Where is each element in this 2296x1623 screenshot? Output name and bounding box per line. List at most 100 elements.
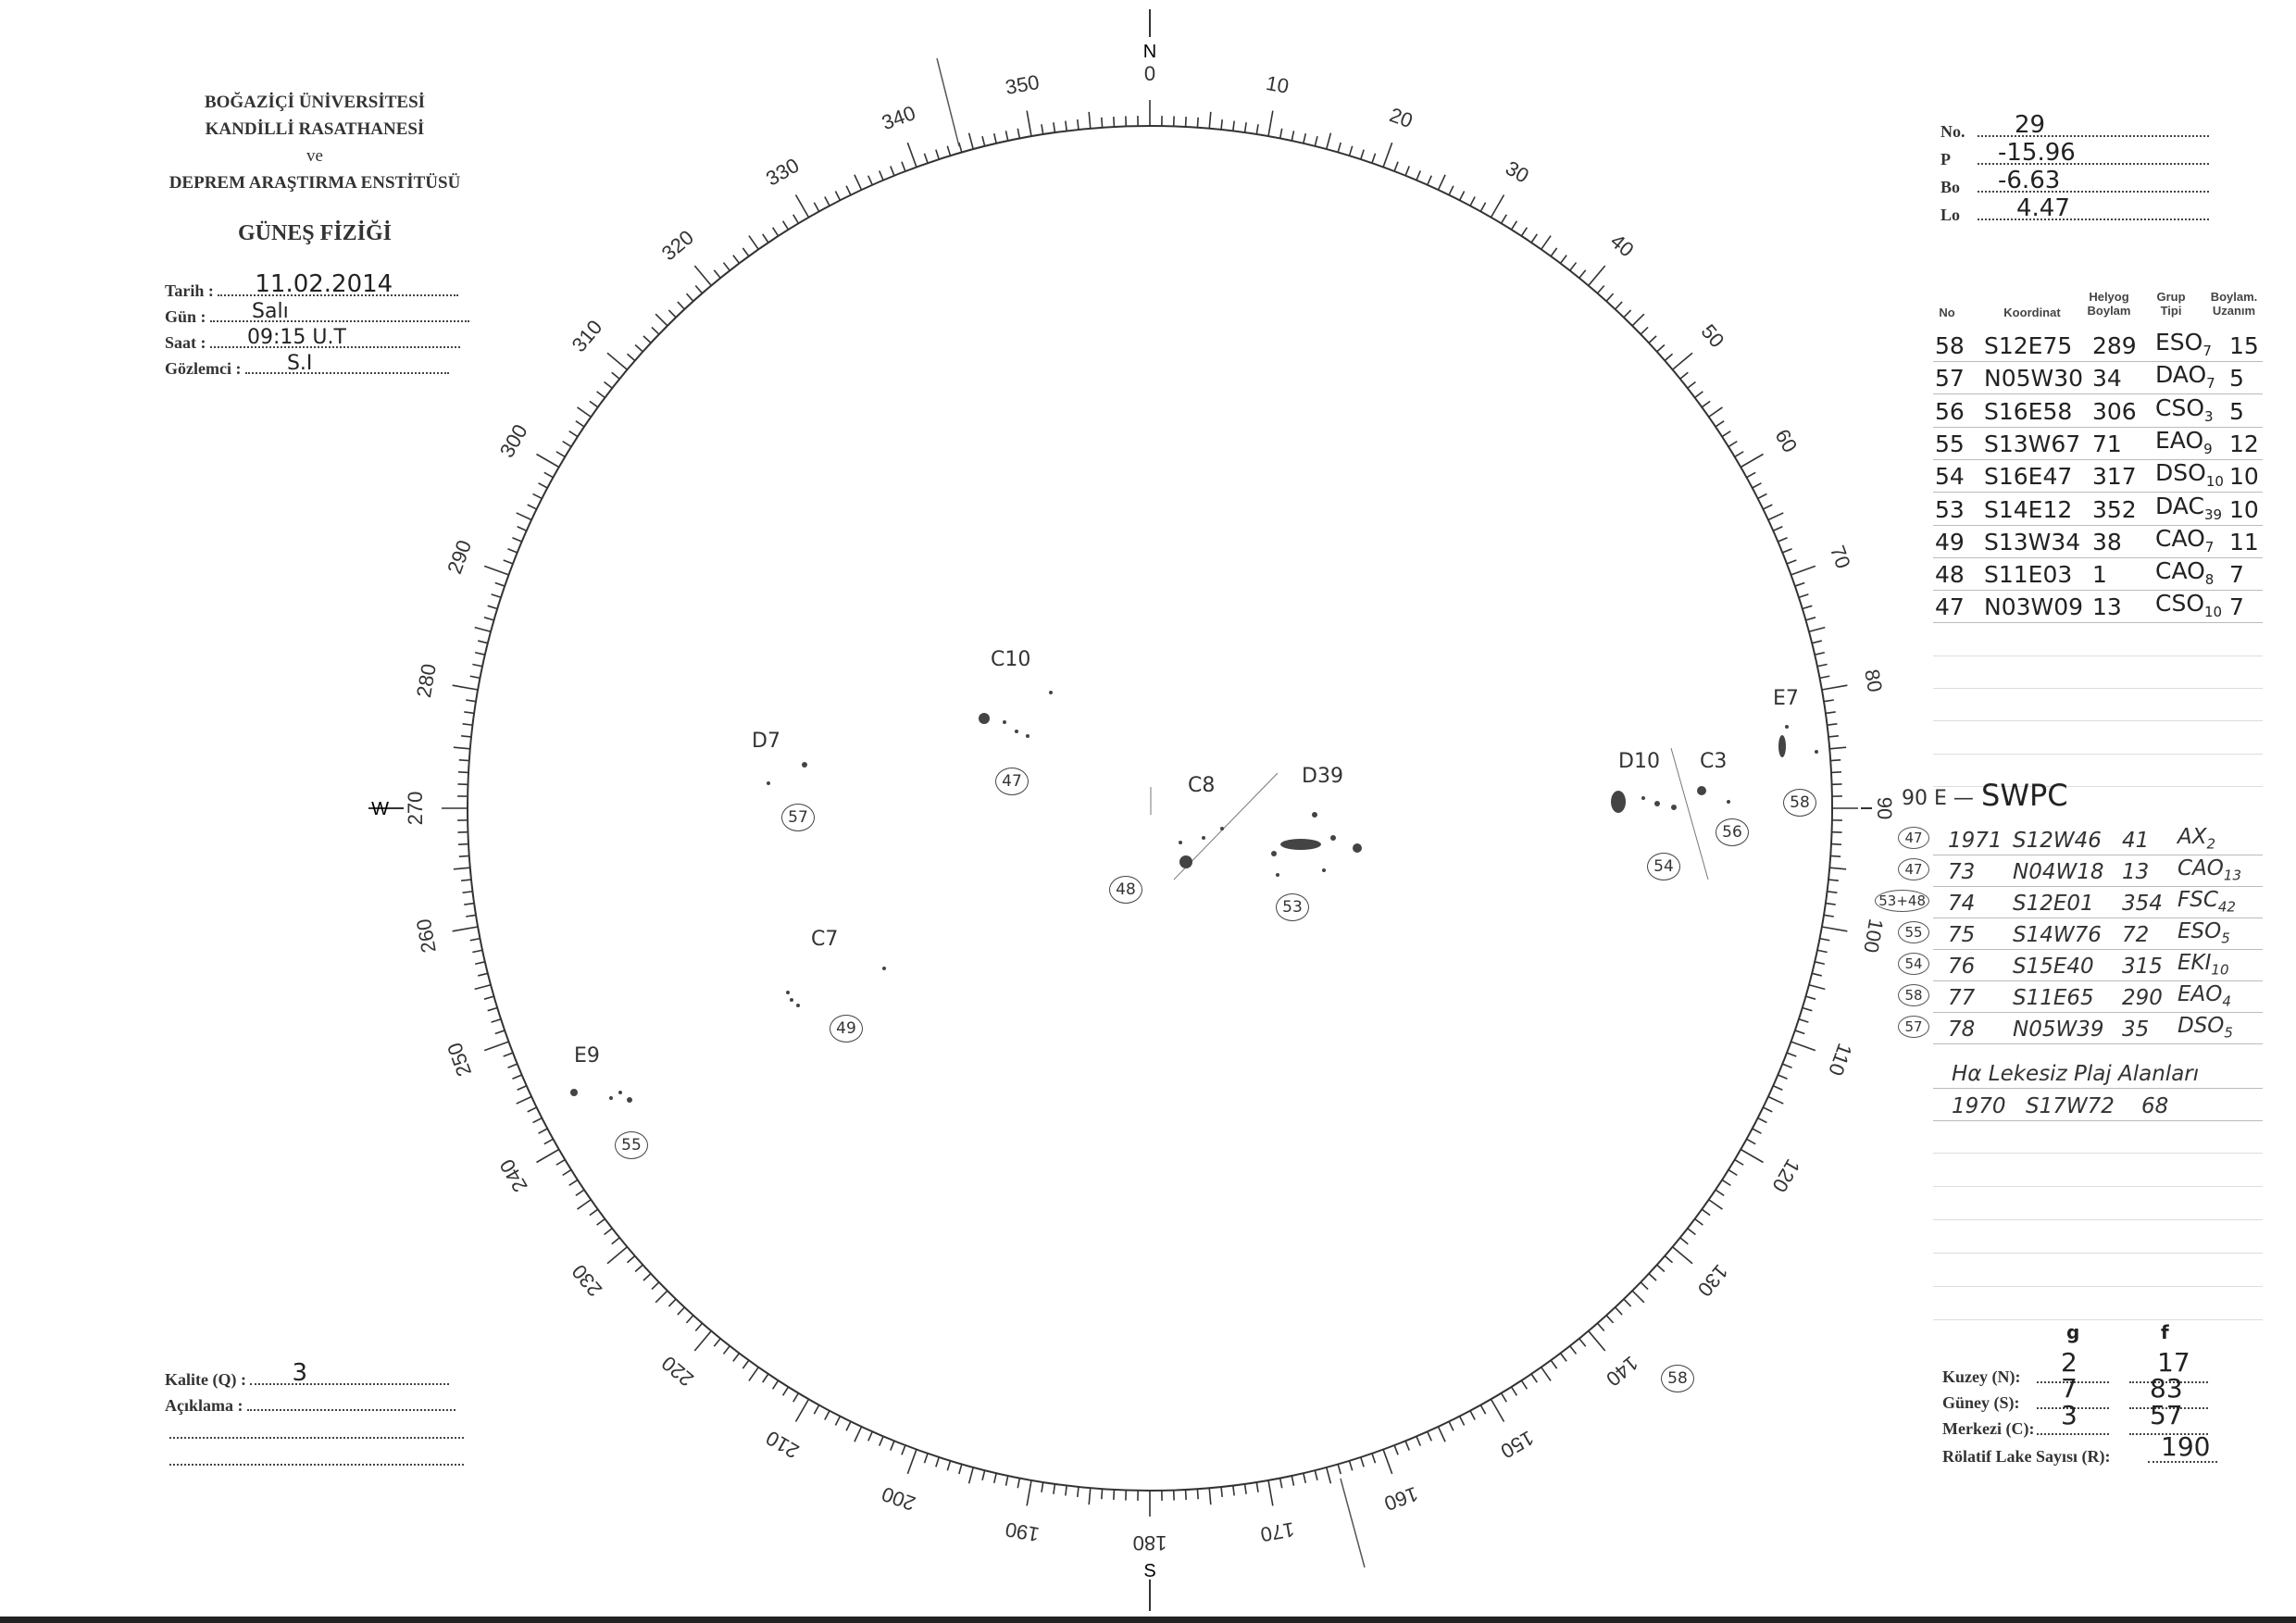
scale-label: 280 bbox=[412, 662, 441, 700]
cell-no: 47 bbox=[1935, 593, 1965, 621]
scale-tick bbox=[1337, 1464, 1341, 1475]
scale-tick bbox=[1077, 1486, 1079, 1497]
plage-row: 1970 S17W72 68 bbox=[1933, 1088, 2263, 1121]
scale-tick bbox=[1520, 227, 1529, 237]
blank-row bbox=[1933, 1254, 2263, 1287]
scale-tick bbox=[694, 284, 704, 294]
scale-tick bbox=[1728, 440, 1738, 448]
scale-tick bbox=[1291, 1475, 1295, 1486]
scale-label: 60 bbox=[1770, 425, 1802, 456]
cell-coord: N05W30 bbox=[1984, 365, 2084, 393]
scale-tick bbox=[1325, 1467, 1332, 1484]
param-no-value: 29 bbox=[2015, 111, 2046, 139]
scale-tick bbox=[527, 504, 537, 510]
scale-label: 30 bbox=[1502, 156, 1533, 188]
swpc-type-text: FSC bbox=[2177, 888, 2218, 913]
scale-tick bbox=[1448, 1421, 1454, 1431]
scale-tick bbox=[677, 301, 685, 310]
scale-tick bbox=[742, 247, 750, 257]
scale-tick bbox=[491, 1017, 502, 1023]
scale-tick bbox=[901, 161, 906, 172]
scale-tick bbox=[1314, 136, 1318, 147]
scale-tick bbox=[1740, 1148, 1764, 1164]
swpc-type-text: DSO bbox=[2177, 1014, 2225, 1039]
col-header-uzanim: Boylam. Uzanım bbox=[2210, 290, 2258, 318]
scale-tick bbox=[1701, 1208, 1711, 1217]
swpc-row: 57 78 N05W39 35 DSO5 bbox=[1898, 1011, 2263, 1044]
swpc-type-sub: 10 bbox=[2211, 962, 2229, 979]
blank-row bbox=[1933, 1154, 2263, 1187]
plage-coord: S17W72 bbox=[2026, 1094, 2115, 1118]
scale-label: 160 bbox=[1381, 1482, 1421, 1516]
scale-tick bbox=[1325, 132, 1332, 150]
scale-tick bbox=[453, 746, 470, 750]
scale-tick bbox=[1026, 110, 1032, 137]
scale-tick bbox=[517, 1085, 528, 1091]
scale-tick bbox=[1679, 1237, 1689, 1245]
scale-tick bbox=[472, 949, 483, 954]
swpc-row: 58 77 S11E65 290 EAO4 bbox=[1898, 980, 2263, 1013]
scale-tick bbox=[1348, 1460, 1354, 1471]
scale-tick bbox=[1814, 651, 1826, 655]
scale-tick bbox=[958, 1464, 963, 1475]
cell-lon: 289 bbox=[2092, 332, 2137, 359]
scale-tick bbox=[781, 1386, 790, 1396]
scale-tick bbox=[1382, 142, 1393, 168]
scale-tick bbox=[1701, 400, 1711, 408]
swpc-no: 78 bbox=[1948, 1017, 1976, 1042]
scale-tick bbox=[1672, 1246, 1693, 1265]
scale-tick bbox=[1232, 120, 1235, 131]
cell-coord: S16E58 bbox=[1984, 397, 2073, 425]
cell-lon: 306 bbox=[2092, 397, 2137, 425]
scale-tick bbox=[1623, 309, 1632, 318]
dotted-line bbox=[2037, 1405, 2109, 1409]
scale-tick bbox=[867, 1430, 873, 1442]
scale-tick bbox=[458, 855, 469, 857]
scale-tick bbox=[1830, 855, 1841, 857]
scale-tick bbox=[1017, 1478, 1021, 1489]
dotted-line bbox=[2148, 1459, 2217, 1463]
scale-tick bbox=[1605, 1315, 1615, 1324]
scale-tick bbox=[1816, 949, 1828, 954]
scale-tick bbox=[452, 684, 479, 691]
scale-tick bbox=[1664, 1255, 1674, 1264]
plage-title: Hα Lekesiz Plaj Alanları bbox=[1952, 1062, 2200, 1086]
scale-tick bbox=[668, 309, 677, 318]
scale-tick bbox=[1267, 1479, 1274, 1506]
blank-row bbox=[1933, 1220, 2263, 1254]
scale-tick bbox=[1623, 1298, 1632, 1307]
swpc-coord: S11E65 bbox=[2013, 986, 2094, 1010]
scale-tick bbox=[1802, 1006, 1813, 1012]
gozlemci-value: S.I bbox=[286, 352, 313, 375]
scale-tick bbox=[1255, 124, 1259, 135]
scale-tick bbox=[834, 1416, 842, 1426]
scale-tick bbox=[651, 1281, 660, 1291]
swpc-lon: 41 bbox=[2122, 829, 2150, 853]
scale-label: 340 bbox=[879, 101, 918, 134]
cell-type-sub: 9 bbox=[2203, 440, 2213, 457]
scale-tick bbox=[503, 559, 514, 565]
cell-type: DSO10 bbox=[2155, 459, 2224, 490]
merkezi-label: Merkezi (C): bbox=[1942, 1419, 2035, 1438]
scale-tick bbox=[469, 675, 480, 680]
scale-tick bbox=[483, 617, 494, 621]
scale-tick bbox=[1679, 371, 1689, 380]
swpc-row: 47 1971 S12W46 41 AX2 bbox=[1898, 822, 2263, 855]
aciklama-field: Açıklama : bbox=[165, 1392, 455, 1416]
scale-tick bbox=[1077, 119, 1079, 131]
scale-tick bbox=[771, 227, 780, 237]
group-class-label: D39 bbox=[1302, 765, 1343, 788]
col-header-helyog: Helyog Boylam bbox=[2087, 290, 2131, 318]
scale-tick bbox=[1672, 352, 1693, 370]
group-class-label: C10 bbox=[991, 648, 1031, 671]
cell-type-text: CAO bbox=[2155, 557, 2205, 585]
table-row: 55 S13W67 71 EAO9 12 bbox=[1933, 427, 2263, 460]
swpc-type: EKI10 bbox=[2177, 951, 2229, 979]
institution-line-2: KANDİLLİ RASATHANESİ bbox=[205, 119, 425, 139]
scale-tick bbox=[685, 1315, 694, 1324]
scale-tick bbox=[792, 214, 800, 224]
scale-tick bbox=[483, 565, 509, 576]
scale-tick bbox=[1416, 1436, 1422, 1446]
cell-type-sub: 10 bbox=[2204, 604, 2223, 621]
blank-row bbox=[1933, 754, 2263, 787]
